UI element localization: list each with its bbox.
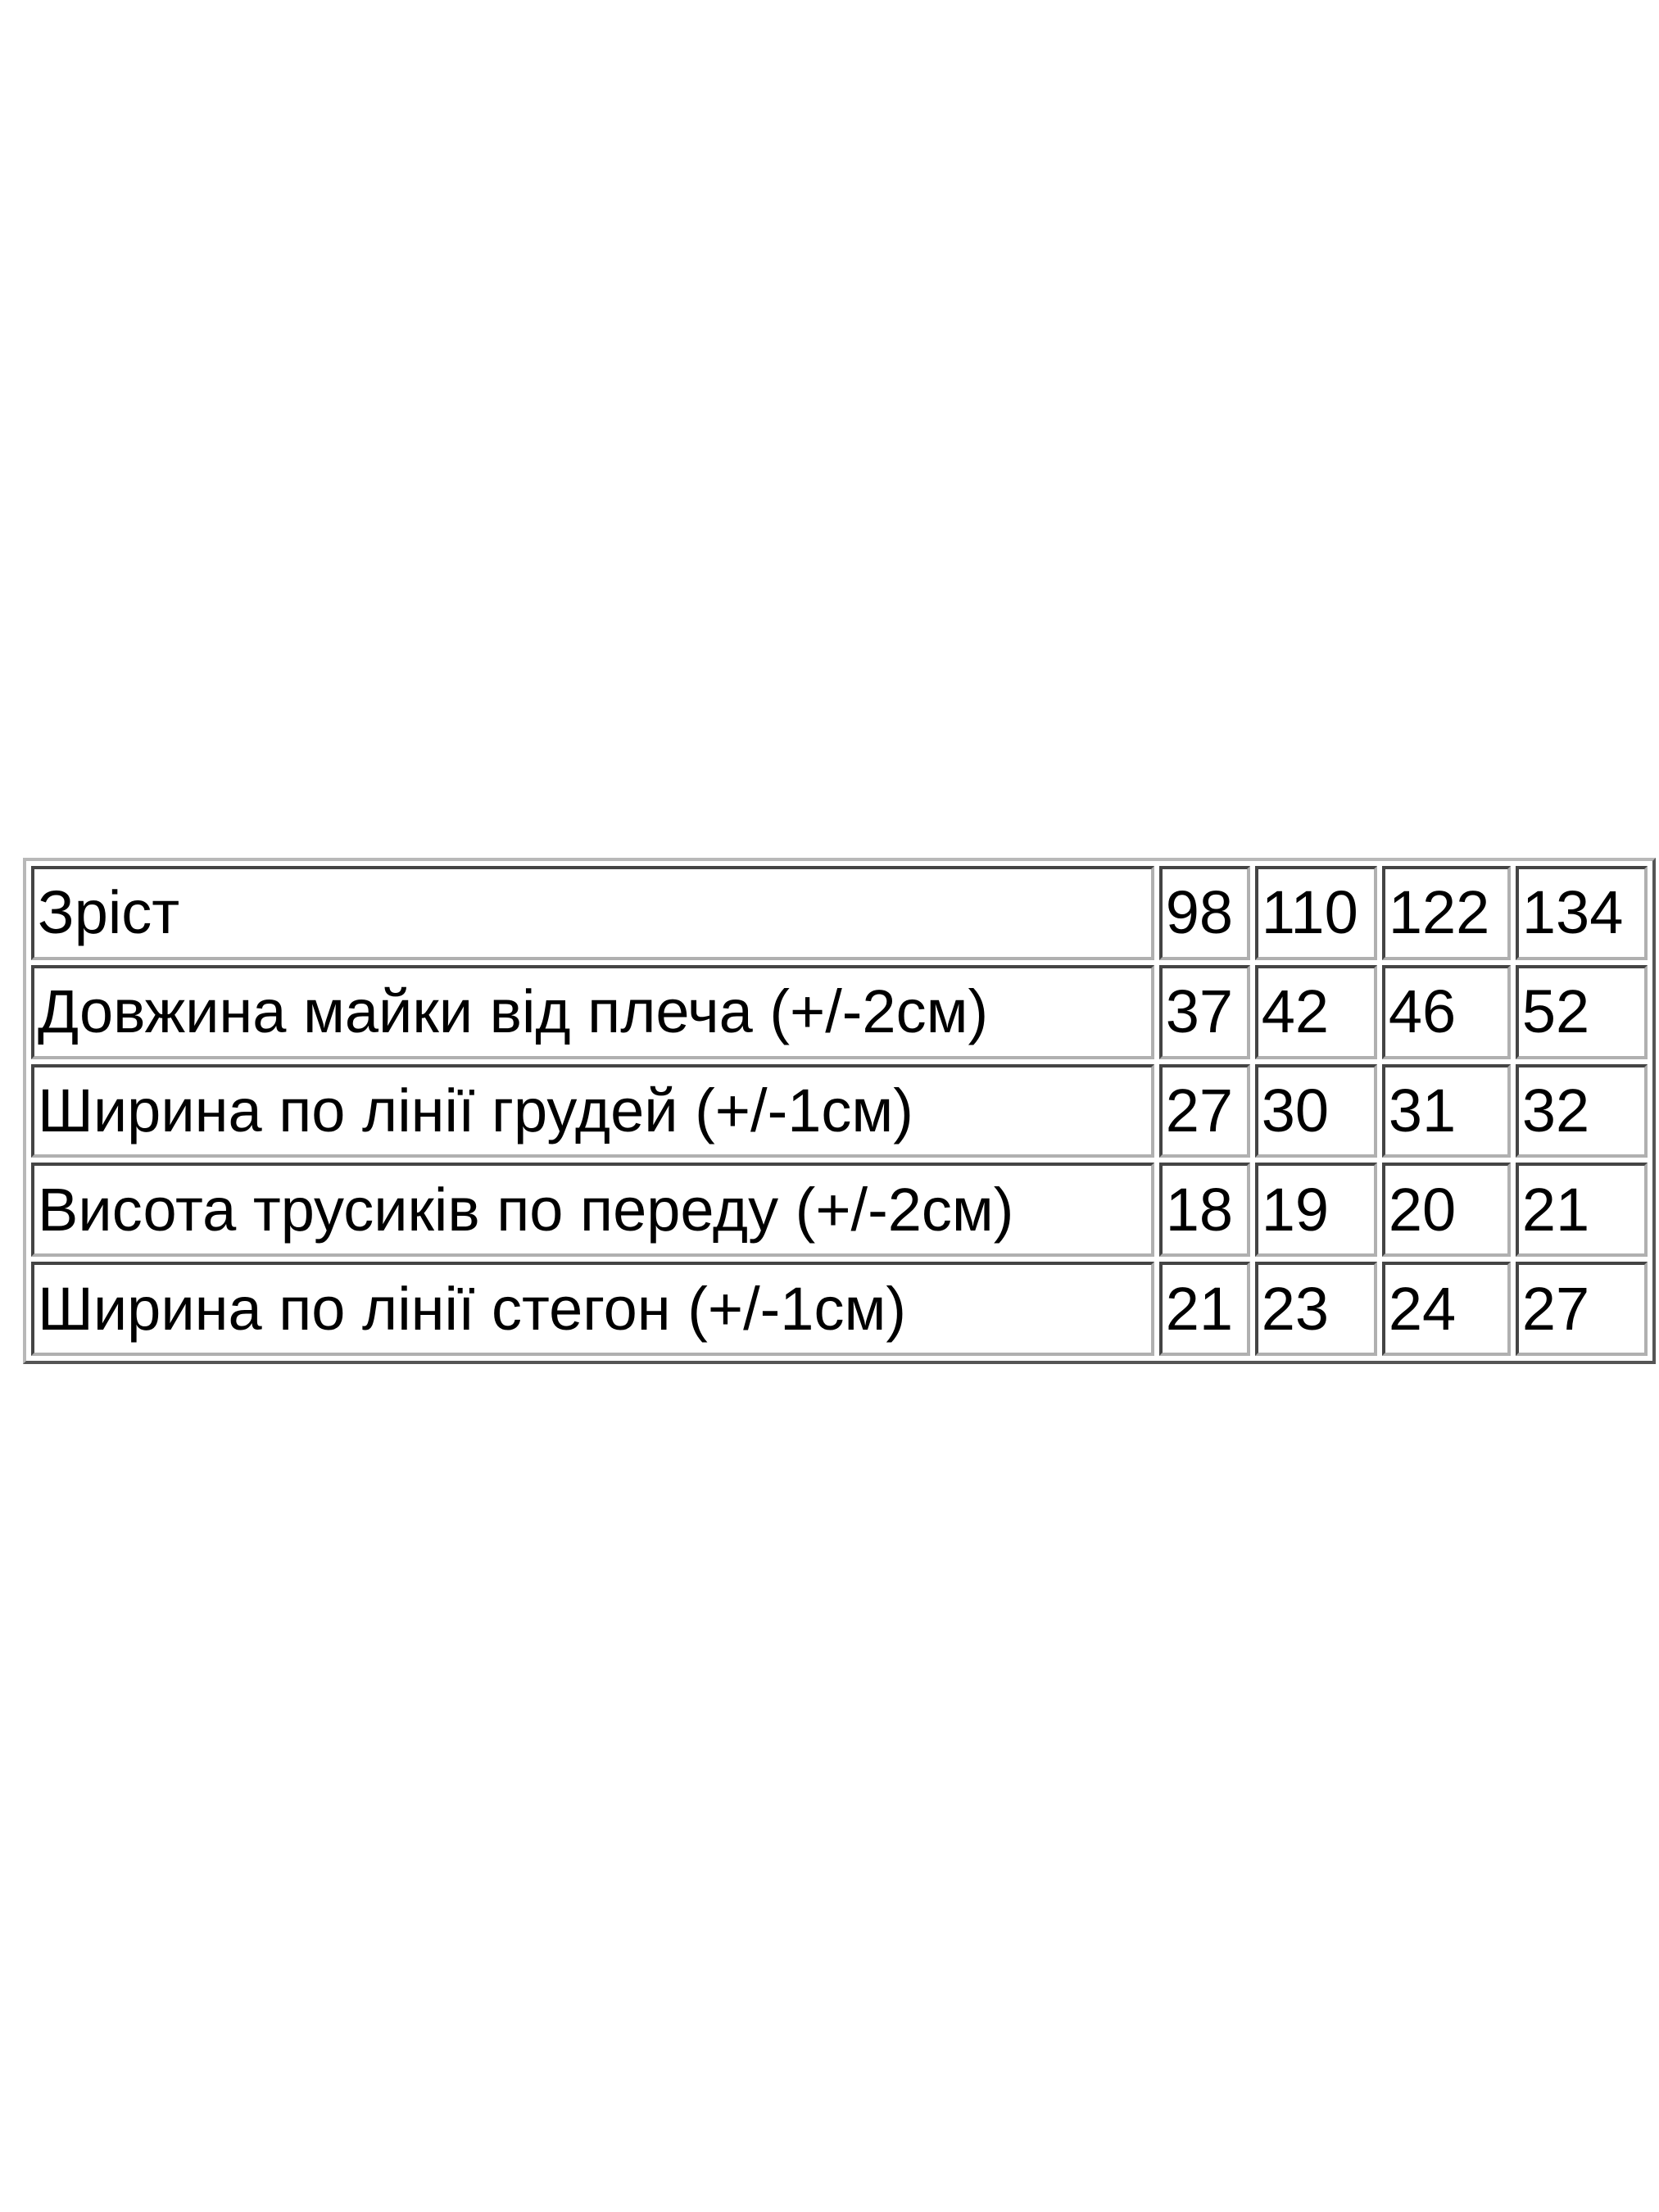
value-cell: 18 [1158, 1163, 1250, 1258]
row-label-cell: Ширина по лінії стегон (+/-1см) [31, 1262, 1154, 1356]
value-cell: 21 [1515, 1163, 1648, 1258]
size-header-cell: 110 [1254, 866, 1377, 960]
value-cell: 27 [1515, 1262, 1648, 1356]
row-label-cell: Висота трусиків по переду (+/-2см) [31, 1163, 1154, 1258]
value-cell: 23 [1254, 1262, 1377, 1356]
table-row: Ширина по лінії грудей (+/-1см) 27 30 31… [31, 1063, 1648, 1158]
value-cell: 24 [1381, 1262, 1511, 1356]
table-header-row: Зріст 98 110 122 134 [31, 866, 1648, 960]
value-cell: 19 [1254, 1163, 1377, 1258]
value-cell: 20 [1381, 1163, 1511, 1258]
value-cell: 21 [1158, 1262, 1250, 1356]
size-header-cell: 122 [1381, 866, 1511, 960]
row-label-cell: Ширина по лінії грудей (+/-1см) [31, 1063, 1154, 1158]
value-cell: 52 [1515, 964, 1648, 1059]
header-label-cell: Зріст [31, 866, 1154, 960]
value-cell: 27 [1158, 1063, 1250, 1158]
value-cell: 30 [1254, 1063, 1377, 1158]
value-cell: 46 [1381, 964, 1511, 1059]
value-cell: 37 [1158, 964, 1250, 1059]
value-cell: 42 [1254, 964, 1377, 1059]
row-label-cell: Довжина майки від плеча (+/-2см) [31, 964, 1154, 1059]
table-row: Висота трусиків по переду (+/-2см) 18 19… [31, 1163, 1648, 1258]
size-header-cell: 134 [1515, 866, 1648, 960]
size-chart-table: Зріст 98 110 122 134 Довжина майки від п… [23, 858, 1656, 1364]
value-cell: 32 [1515, 1063, 1648, 1158]
size-header-cell: 98 [1158, 866, 1250, 960]
table-row: Довжина майки від плеча (+/-2см) 37 42 4… [31, 964, 1648, 1059]
value-cell: 31 [1381, 1063, 1511, 1158]
table-row: Ширина по лінії стегон (+/-1см) 21 23 24… [31, 1262, 1648, 1356]
